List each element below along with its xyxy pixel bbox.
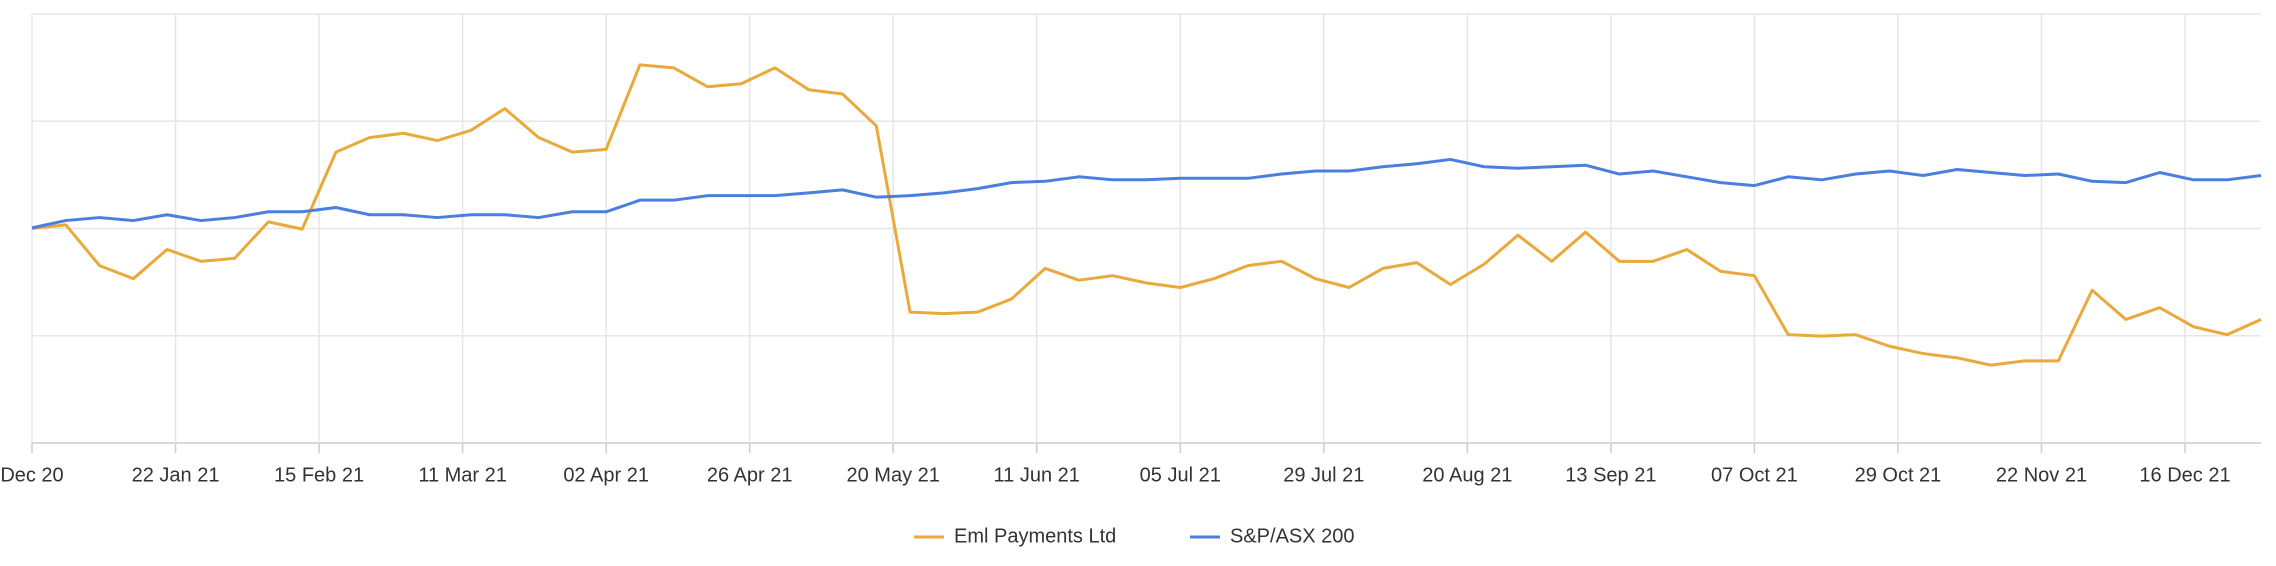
x-tick-label: 07 Oct 21 (1711, 464, 1798, 486)
x-tick-label: 20 May 21 (847, 464, 940, 486)
x-tick-label: 26 Apr 21 (707, 464, 793, 486)
x-tick-label: Dec 20 (0, 464, 63, 486)
line (31, 63, 2262, 367)
x-tick-label: 11 Jun 21 (994, 464, 1080, 486)
x-tick-label: 16 Dec 21 (2139, 464, 2230, 486)
x-tick-label: 22 Jan 21 (132, 464, 220, 486)
x-tick-label: 22 Nov 21 (1996, 464, 2087, 486)
x-tick-label: 15 Feb 21 (274, 464, 364, 486)
legend-label: S&P/ASX 200 (1230, 525, 1355, 547)
x-tick-label: 13 Sep 21 (1565, 464, 1656, 486)
x-tick-label: 29 Oct 21 (1855, 464, 1942, 486)
x-tick-label: 20 Aug 21 (1422, 464, 1512, 486)
x-tick-label: 11 Mar 21 (418, 464, 507, 486)
legend-label: Eml Payments Ltd (954, 525, 1116, 547)
x-tick-label: 05 Jul 21 (1140, 464, 1221, 486)
x-tick-label: 02 Apr 21 (563, 464, 649, 486)
line (31, 157, 2262, 230)
x-tick-label: 29 Jul 21 (1283, 464, 1364, 486)
